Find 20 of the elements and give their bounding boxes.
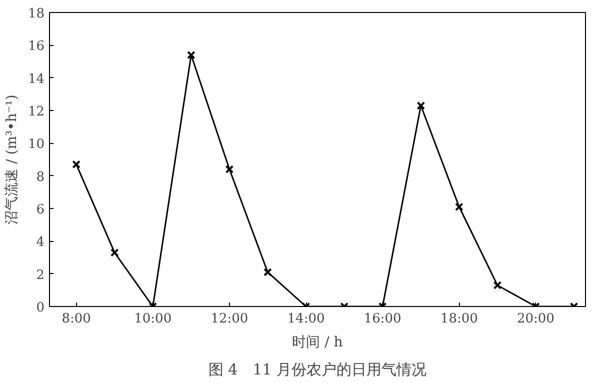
x-tick-label: 16:00 [364,312,402,326]
y-tick-label: 6 [36,202,45,218]
x-axis-title: 时间 / h [292,334,343,350]
y-tick-label: 16 [28,39,45,54]
x-tick-label: 18:00 [440,312,478,326]
y-tick-label: 18 [28,6,45,22]
y-tick-label: 0 [36,300,45,316]
y-tick-label: 8 [36,170,45,185]
y-tick-label: 2 [36,268,45,283]
x-tick-label: 12:00 [210,312,248,326]
y-tick-label: 14 [28,72,45,87]
y-tick-label: 4 [36,235,45,250]
y-tick-label: 10 [28,137,45,152]
y-axis-title: 沼气流速 / (m³•h⁻¹) [4,94,20,224]
y-tick-label: 12 [28,104,45,120]
x-tick-label: 20:00 [516,312,554,326]
x-tick-label: 14:00 [287,312,325,326]
caption: 图 4 11 月份农户的日用气情况 [208,360,427,378]
x-tick-label: 10:00 [134,312,172,326]
x-tick-label: 8:00 [62,312,91,326]
